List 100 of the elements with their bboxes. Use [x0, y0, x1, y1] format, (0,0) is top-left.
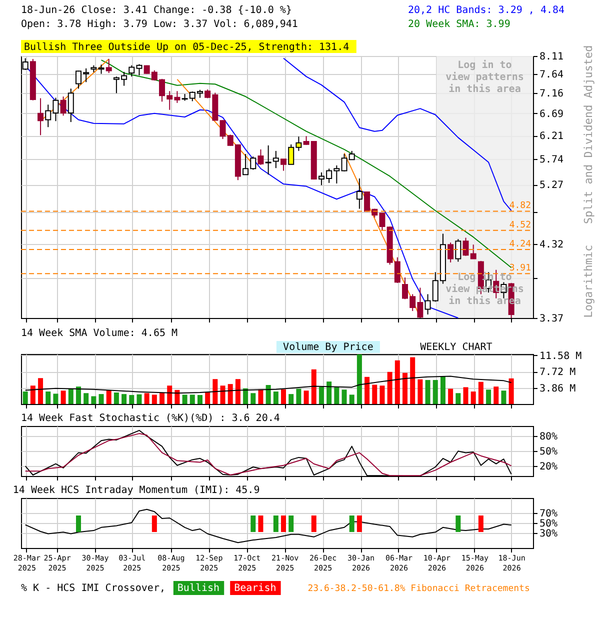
bar [410, 357, 416, 404]
y-tick-label: 5.27 [540, 180, 564, 192]
bar [266, 385, 271, 404]
bar [334, 387, 340, 404]
text: 23.6-38.2-50-61.8% Fibonacci Retracements [308, 584, 530, 594]
bar [190, 394, 195, 404]
bar [235, 379, 240, 404]
bar [122, 394, 127, 404]
bar [494, 386, 499, 404]
text: 20,2 HC Bands: 3.29 , 4.84 [408, 5, 565, 16]
bar [296, 388, 302, 404]
bar [243, 388, 248, 404]
bar [356, 354, 362, 404]
candlestick [462, 237, 469, 256]
bar [167, 386, 172, 404]
bar [76, 386, 81, 404]
candlestick [272, 150, 279, 169]
y-tick-label: 50% [540, 446, 558, 458]
text: WEEKLY CHART [420, 342, 492, 353]
y-tick-label: 30% [540, 528, 558, 540]
y-tick-label: 3.37 [540, 314, 564, 324]
y-tick-label: 7.64 [540, 69, 564, 80]
bar [22, 392, 28, 404]
chart-subtitle: Open: 3.78 High: 3.79 Low: 3.37 Vol: 6,089,941 [21, 19, 298, 30]
ref-line-label: 4.52 [509, 220, 531, 230]
bar [84, 393, 89, 404]
bar [281, 389, 286, 404]
y-tick-label: 3.86 M [540, 383, 576, 394]
bar [144, 393, 150, 404]
text: Bullish Three Outside Up on 05-Dec-25, Strength: 131.4 [24, 42, 350, 53]
chart-title: 14 Week SMA Volume: 4.65 M [21, 328, 178, 339]
bar [182, 394, 188, 404]
bar [432, 380, 438, 404]
text: Logarithmic [582, 244, 595, 318]
candlestick [106, 58, 112, 74]
y-tick-label: 6.69 [540, 108, 564, 120]
chart-title: 14 Week Fast Stochastic (%K)(%D) : 3.6 20.4 [21, 413, 280, 424]
bar [228, 384, 233, 404]
bar [38, 378, 44, 404]
candlestick [68, 88, 74, 123]
bar [106, 390, 112, 404]
candlestick [98, 64, 104, 74]
bar [387, 372, 392, 404]
bar [304, 390, 309, 404]
bar [425, 380, 430, 404]
bar [364, 376, 370, 404]
bar [114, 392, 119, 404]
y-tick-label: 8.11 [540, 52, 564, 62]
line-series [24, 376, 512, 394]
candlestick [280, 158, 287, 172]
y-tick-label: 7.16 [540, 88, 564, 100]
y-tick-label: 7.72 M [540, 367, 576, 378]
candlestick [455, 238, 462, 262]
candlestick [448, 242, 454, 263]
candlestick [470, 244, 476, 260]
bar [152, 394, 157, 404]
bar [160, 392, 165, 404]
bar [349, 394, 354, 404]
candlestick [356, 178, 362, 210]
y-axis-title: Split and Dividend Adjusted [582, 45, 595, 224]
bar [470, 392, 476, 404]
candlestick [258, 148, 264, 166]
bar [46, 392, 51, 404]
candlestick [60, 96, 66, 116]
bar [212, 379, 218, 404]
bar [418, 379, 423, 404]
text: Bullish [177, 583, 220, 594]
y-tick-label: 5.74 [540, 154, 564, 166]
band-label: Log in to view patterns in this area [446, 59, 524, 95]
bar [501, 390, 506, 404]
bar [68, 388, 74, 404]
bar [342, 390, 347, 404]
bar [136, 394, 142, 404]
bar [394, 360, 400, 404]
candlestick [265, 144, 272, 176]
candlestick [38, 98, 44, 136]
line-series [24, 508, 512, 544]
legend-title: % K - HCS IMI Crossover, [21, 583, 166, 594]
y-tick-label: 6.21 [540, 131, 564, 142]
bar [288, 394, 294, 404]
bar [129, 395, 134, 404]
chart-title: 14 Week HCS Intraday Momentum (IMI): 45.9 [12, 485, 260, 496]
bar [380, 386, 385, 404]
y-tick-label: 80% [540, 432, 558, 442]
bar [30, 386, 36, 404]
bar [91, 396, 96, 404]
bar [311, 369, 316, 404]
bar [220, 386, 226, 404]
bar [250, 393, 256, 404]
bar [318, 386, 324, 404]
bar [326, 382, 332, 404]
bar [205, 392, 210, 404]
bar [258, 389, 264, 404]
text: 20 Week SMA: 3.99 [408, 19, 510, 30]
y-tick-label: 70% [540, 508, 558, 520]
bar [478, 382, 484, 404]
bar [53, 394, 58, 404]
y-tick-label: 4.32 [540, 239, 564, 250]
bar [463, 387, 468, 404]
bar [508, 378, 514, 404]
